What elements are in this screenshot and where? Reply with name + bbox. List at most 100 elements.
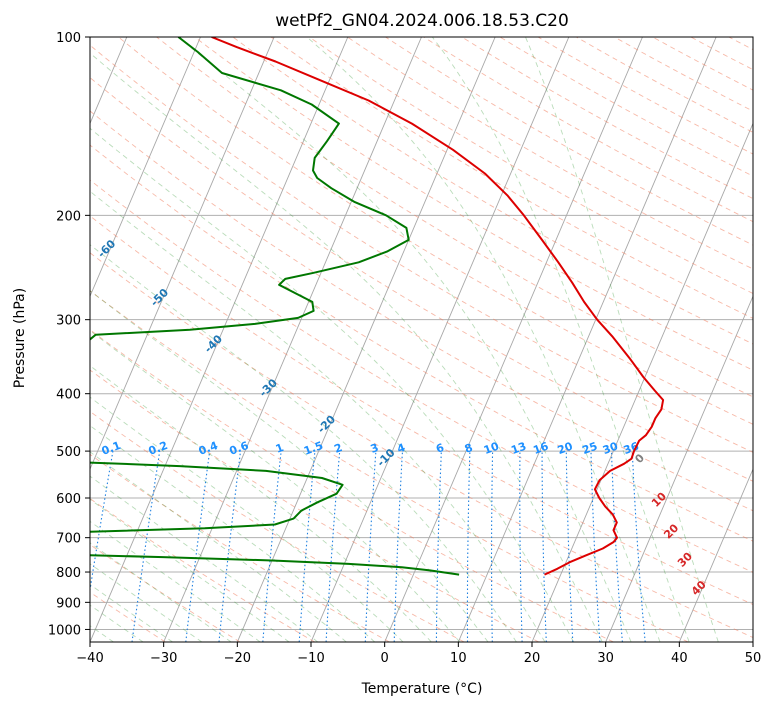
plot-area: -100-90-80-70-60-50-40-30-20-100.10.20.4… [0, 37, 775, 642]
mixing-ratio-label: 36 [622, 440, 641, 458]
dry-adiabat [308, 37, 753, 294]
mixing-ratio-label: 0.2 [147, 439, 170, 458]
dry-adiabat [385, 37, 753, 246]
mixing-ratio-line [218, 451, 242, 642]
y-tick-label: 100 [56, 31, 81, 46]
mixing-ratio-label: 13 [509, 440, 528, 457]
moist-adiabat [90, 127, 574, 642]
dry-adiabat-label: -60 [95, 237, 118, 260]
isotherm-line [752, 640, 753, 642]
mixing-ratio-label: 8 [463, 441, 475, 456]
mixing-ratio-label: 16 [531, 440, 550, 458]
moist-adiabat [525, 37, 719, 642]
moist-adiabat [90, 520, 261, 642]
y-tick-label: 900 [56, 596, 81, 611]
dry-adiabat [194, 37, 753, 371]
x-tick-label: 40 [671, 651, 688, 666]
mixing-ratio-line [490, 451, 494, 642]
isotherm-line [678, 467, 753, 642]
mixing-ratio-label: 1 [274, 441, 286, 456]
mixing-ratio-line [519, 451, 523, 642]
mixing-ratio-line [185, 451, 211, 642]
x-tick-label: 10 [450, 651, 467, 666]
moist-adiabat [90, 52, 603, 642]
isotherm-line [310, 37, 570, 642]
mixing-ratio-line [610, 451, 623, 642]
moist-adiabat [431, 37, 690, 642]
moist-adiabat [306, 37, 661, 642]
isotherm-line [384, 37, 643, 642]
isotherm-line [531, 122, 753, 642]
isotherm-line [90, 37, 275, 471]
dry-adiabat [270, 37, 753, 319]
dry-adiabat [423, 37, 753, 223]
dewpoint-line [90, 37, 460, 576]
dry-adiabat [690, 37, 753, 71]
moist-adiabat [90, 425, 376, 642]
mixing-ratio-label: 25 [580, 440, 599, 457]
x-tick-label: −10 [297, 651, 324, 666]
mixing-ratio-label: 6 [434, 441, 446, 456]
y-tick-label: 300 [56, 314, 81, 329]
moist-adiabat [90, 451, 347, 642]
dry-adiabat [90, 410, 465, 642]
x-tick-label: −20 [224, 651, 251, 666]
mixing-ratio-line [364, 451, 377, 642]
mixing-ratio-line [466, 451, 471, 642]
dry-adiabat-label: -80 [0, 140, 12, 163]
dry-adiabat [90, 453, 390, 642]
y-tick-label: 500 [56, 445, 81, 460]
mixing-ratio-line [393, 451, 404, 642]
dry-adiabat [728, 37, 753, 51]
dry-adiabat [461, 37, 753, 200]
dry-adiabat [90, 498, 315, 642]
moist-adiabat-label: 30 [675, 550, 695, 570]
mixing-ratio-label: 20 [556, 440, 575, 458]
moist-adiabat [90, 563, 203, 642]
dry-adiabat-label: -70 [42, 188, 65, 211]
mixing-ratio-line [565, 451, 574, 642]
mixing-ratio-label: 1.5 [302, 439, 325, 458]
mixing-ratio-line [590, 451, 601, 642]
moist-adiabat [90, 475, 319, 642]
moist-adiabat [90, 244, 517, 642]
background-lines [90, 37, 775, 642]
mixing-ratio-line [131, 451, 161, 642]
dry-adiabat [576, 37, 753, 133]
dry-adiabat [90, 179, 753, 573]
moist-adiabat-label: 10 [649, 490, 669, 510]
isotherm-line [457, 37, 717, 642]
dry-adiabat [90, 369, 540, 642]
moist-adiabat [90, 290, 489, 642]
mixing-ratio-label: 2 [332, 441, 344, 456]
dry-adiabat [118, 37, 753, 425]
x-tick-label: −30 [150, 651, 177, 666]
y-axis-label: Pressure (hPa) [12, 288, 28, 388]
x-tick-label: −40 [76, 651, 103, 666]
moist-adiabat [90, 365, 432, 642]
dry-adiabat [767, 37, 775, 642]
dry-adiabat [156, 37, 753, 398]
mixing-ratio-label: 0.6 [228, 439, 251, 458]
moist-adiabat [90, 330, 461, 642]
dry-adiabat [90, 144, 753, 542]
dry-adiabat [90, 544, 241, 642]
isotherm-line [90, 37, 349, 642]
moist-adiabat [90, 190, 546, 642]
x-tick-label: 20 [524, 651, 541, 666]
dry-adiabat [90, 215, 753, 606]
moist-adiabat [90, 498, 290, 642]
dry-adiabat [232, 37, 753, 345]
x-tick-label: 0 [381, 651, 389, 666]
dry-adiabat-label: -40 [202, 332, 225, 355]
axes: −40 −30 −20 −10 0 10 20 30 40 5010009008007006005… [48, 31, 761, 666]
mixing-ratio-line [90, 451, 114, 594]
moist-adiabat-label: 40 [689, 578, 709, 598]
mixing-ratio-line [631, 451, 646, 642]
y-tick-label: 600 [56, 492, 81, 507]
y-tick-label: 700 [56, 532, 81, 547]
y-tick-label: 400 [56, 388, 81, 403]
x-tick-label: 50 [745, 651, 762, 666]
temperature-line [211, 37, 665, 576]
